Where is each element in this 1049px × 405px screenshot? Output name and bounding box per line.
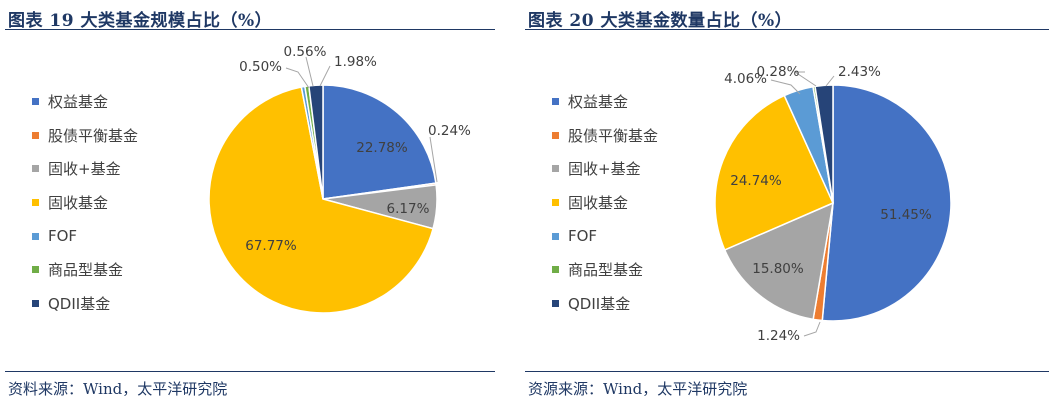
leader-line-7 bbox=[319, 65, 331, 87]
pie-slice-3 bbox=[723, 201, 834, 321]
legend-swatch bbox=[32, 98, 39, 106]
legend-label: QDII基金 bbox=[48, 294, 111, 313]
leader-line-2 bbox=[429, 136, 438, 183]
leader-line-6 bbox=[793, 71, 817, 87]
leader-line-2 bbox=[803, 321, 821, 337]
pie-slice-7 bbox=[308, 84, 324, 200]
pie-slice-1 bbox=[821, 84, 952, 322]
source-note: 资源来源：Wind，太平洋研究院 bbox=[528, 380, 748, 398]
legend-item-6: 商品型基金 bbox=[32, 253, 138, 287]
legend: 权益基金股债平衡基金 固收+基金固收基金 FOF 商品型基金 QDII基金 bbox=[32, 85, 138, 320]
legend-label: 股债平衡基金 bbox=[48, 126, 139, 145]
legend-item-2: 股债平衡基金 bbox=[552, 119, 658, 153]
legend-swatch bbox=[32, 199, 39, 207]
legend-swatch bbox=[32, 266, 39, 274]
legend-swatch bbox=[32, 299, 39, 307]
legend-label: 固收基金 bbox=[48, 194, 109, 213]
legend-swatch bbox=[32, 131, 39, 139]
leader-line-5 bbox=[770, 79, 801, 95]
legend-item-2: 股债平衡基金 bbox=[32, 119, 138, 153]
title-rule bbox=[5, 29, 495, 30]
data-label-1: 51.45% bbox=[880, 207, 932, 223]
data-label-7: 1.98% bbox=[334, 54, 377, 70]
legend-item-1: 权益基金 bbox=[552, 85, 658, 119]
chart-title: 图表 19 大类基金规模占比（%） bbox=[8, 11, 273, 31]
data-label-3: 6.17% bbox=[387, 201, 430, 217]
legend-swatch bbox=[552, 266, 559, 274]
data-label-6: 0.56% bbox=[284, 44, 327, 60]
source-rule bbox=[5, 371, 495, 372]
data-label-7: 2.43% bbox=[838, 64, 881, 80]
title-rule bbox=[525, 29, 1049, 30]
source-rule bbox=[525, 371, 1049, 372]
legend-label: 股债平衡基金 bbox=[568, 126, 659, 145]
legend: 权益基金股债平衡基金 固收+基金固收基金 FOF 商品型基金 QDII基金 bbox=[552, 85, 658, 320]
pie-chart-count: 51.45% 1.24% 15.80% 24.74% 4.06%0.28% 2.43% bbox=[714, 64, 952, 344]
pie-slice-7 bbox=[814, 84, 834, 204]
legend-item-4: 固收基金 bbox=[552, 186, 658, 220]
data-label-5: 0.50% bbox=[239, 59, 282, 75]
legend-swatch bbox=[32, 165, 39, 173]
legend-swatch bbox=[552, 165, 559, 173]
legend-item-3: 固收+基金 bbox=[552, 152, 658, 186]
legend-swatch bbox=[552, 299, 559, 307]
data-label-4: 67.77% bbox=[245, 238, 297, 254]
data-label-4: 24.74% bbox=[730, 173, 782, 189]
data-label-6: 0.28% bbox=[757, 64, 800, 80]
pie-slice-4 bbox=[714, 94, 834, 251]
leader-line-5 bbox=[285, 67, 310, 89]
chart-title: 图表 20 大类基金数量占比（%） bbox=[528, 11, 793, 31]
legend-swatch bbox=[552, 199, 559, 207]
legend-item-3: 固收+基金 bbox=[32, 152, 138, 186]
legend-label: FOF bbox=[568, 227, 598, 246]
legend-item-5: FOF bbox=[32, 219, 138, 253]
legend-swatch bbox=[32, 232, 39, 240]
pie-slice-4 bbox=[208, 86, 434, 314]
data-label-2: 1.24% bbox=[757, 328, 800, 344]
legend-swatch bbox=[552, 98, 559, 106]
legend-label: 固收基金 bbox=[568, 194, 629, 213]
legend-item-7: QDII基金 bbox=[32, 287, 138, 321]
source-note: 资料来源：Wind，太平洋研究院 bbox=[8, 380, 228, 398]
legend-swatch bbox=[552, 232, 559, 240]
legend-item-1: 权益基金 bbox=[32, 85, 138, 119]
legend-label: 固收+基金 bbox=[48, 160, 121, 179]
legend-item-5: FOF bbox=[552, 219, 658, 253]
pie-slice-1 bbox=[322, 84, 437, 200]
data-label-5: 4.06% bbox=[724, 71, 767, 87]
legend-label: FOF bbox=[48, 227, 78, 246]
leader-line-6 bbox=[305, 56, 314, 87]
data-label-1: 22.78% bbox=[356, 140, 408, 156]
legend-label: 商品型基金 bbox=[568, 261, 644, 280]
chart-panel-count: 图表 20 大类基金数量占比（%） 权益基金股债平衡基金 固收+基金固收基金 FOF… bbox=[520, 0, 1049, 405]
legend-label: QDII基金 bbox=[568, 294, 631, 313]
data-label-2: 0.24% bbox=[428, 123, 471, 139]
legend-item-4: 固收基金 bbox=[32, 186, 138, 220]
data-label-3: 15.80% bbox=[752, 261, 804, 277]
legend-label: 权益基金 bbox=[568, 93, 629, 112]
pie-chart-scale: 22.78% 0.24% 6.17% 67.77% 0.50%0.56% 1.98% bbox=[208, 44, 471, 314]
legend-item-6: 商品型基金 bbox=[552, 253, 658, 287]
legend-label: 权益基金 bbox=[48, 93, 109, 112]
leader-line-7 bbox=[825, 75, 835, 87]
legend-label: 商品型基金 bbox=[48, 261, 124, 280]
chart-panel-scale: 图表 19 大类基金规模占比（%） 权益基金股债平衡基金 固收+基金固收基金 FOF… bbox=[0, 0, 495, 405]
legend-swatch bbox=[552, 131, 559, 139]
legend-item-7: QDII基金 bbox=[552, 287, 658, 321]
legend-label: 固收+基金 bbox=[568, 160, 641, 179]
